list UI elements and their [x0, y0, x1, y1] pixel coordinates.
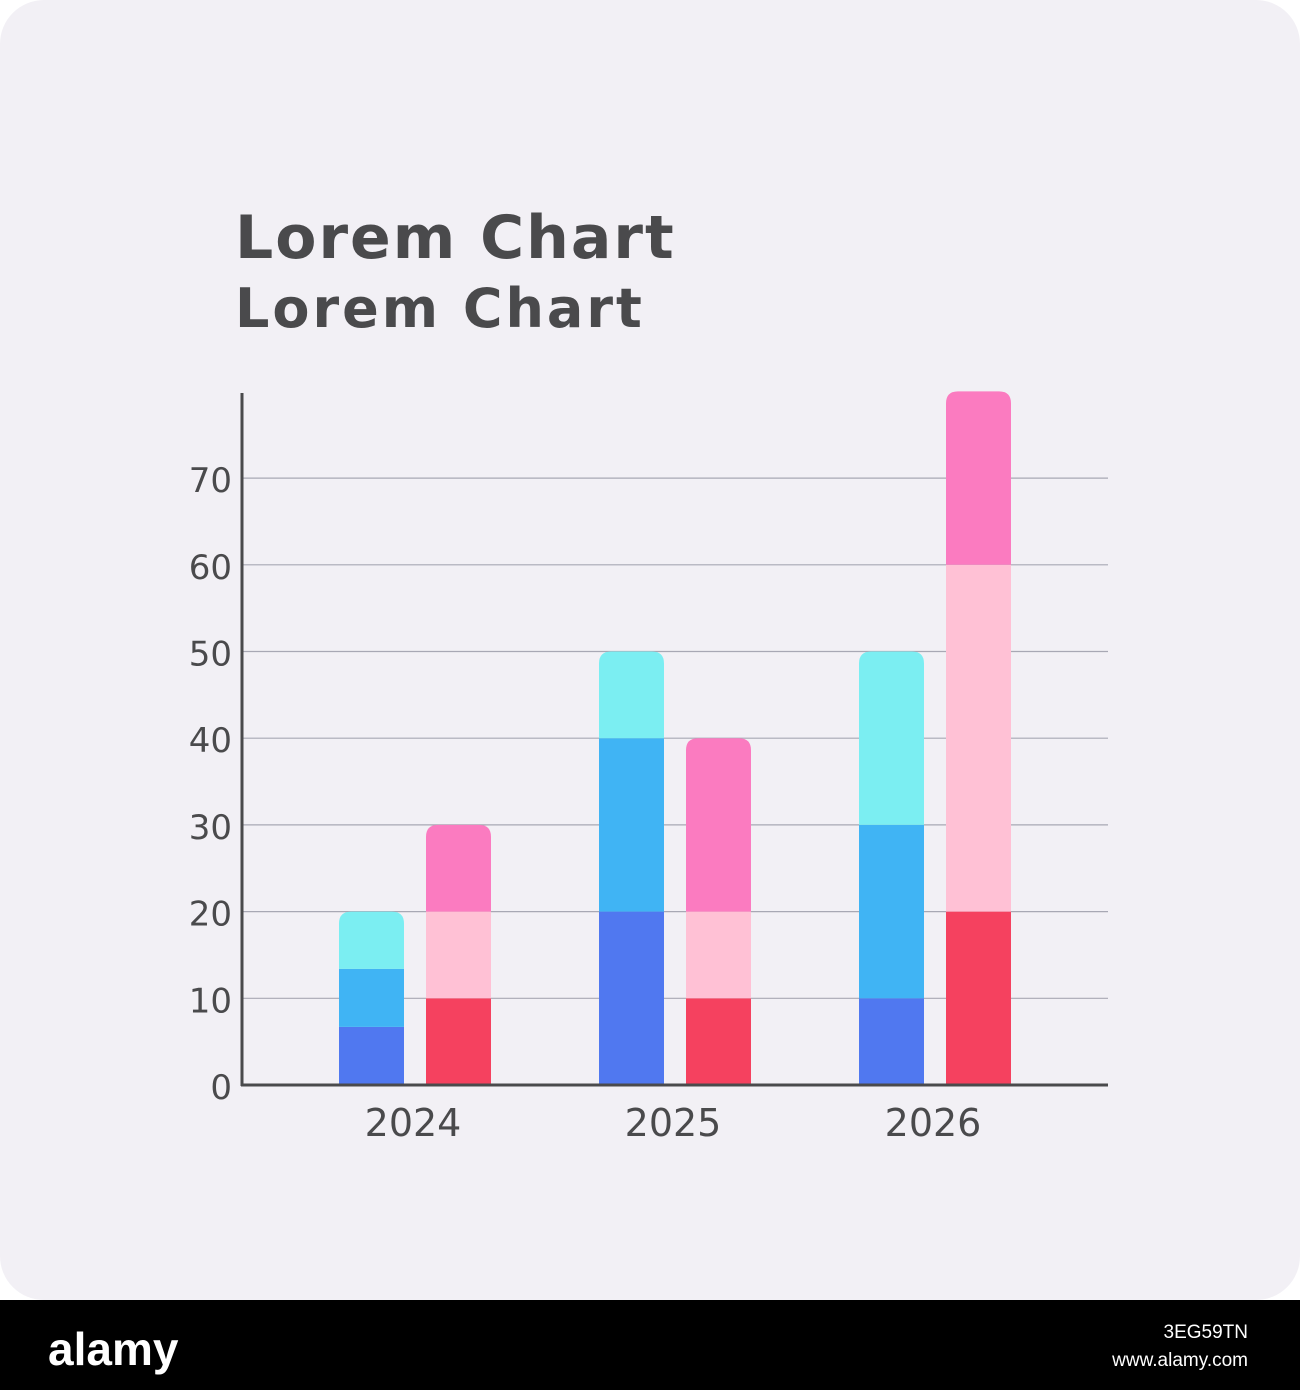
bar-2025-stack2-seg3	[686, 738, 751, 912]
chart-subtitle: Lorem Chart	[235, 277, 645, 340]
bar-2026-stack2-seg2	[946, 564, 1011, 912]
bar-2025-stack2-seg2	[686, 911, 751, 999]
bar-2026-stack2-seg1	[946, 911, 1011, 1085]
brand-logo: alamy	[48, 1323, 179, 1375]
bar-2024-stack1-seg2	[339, 968, 404, 1027]
y-tick-60: 60	[189, 548, 232, 588]
bar-2025-stack1-seg3	[599, 651, 664, 739]
footer-bar: alamy 3EG59TN www.alamy.com	[0, 1300, 1300, 1390]
y-tick-70: 70	[189, 461, 232, 501]
y-tick-labels: 0 10 20 30 40 50 60 70	[189, 461, 232, 1108]
bar-2026-stack2-seg3	[946, 391, 1011, 565]
bar-2025-stack2-seg1	[686, 998, 751, 1085]
bar-2024-stack2-seg3	[426, 824, 491, 912]
site-url: www.alamy.com	[1112, 1350, 1248, 1371]
axes	[240, 393, 1108, 1087]
bar-2025-stack1-seg1	[599, 911, 664, 1085]
x-tick-labels: 2024 2025 2026	[365, 1101, 982, 1145]
bar-2024-stack2-seg1	[426, 998, 491, 1085]
y-tick-20: 20	[189, 895, 232, 935]
bar-2025-stack1-seg2	[599, 738, 664, 912]
x-tick-2026: 2026	[885, 1101, 982, 1145]
y-tick-50: 50	[189, 635, 232, 675]
bar-2026-stack1-seg2	[859, 824, 924, 999]
bar-2026-stack1-seg3	[859, 651, 924, 825]
stacked-bar-chart: 0 10 20 30 40 50 60 70 2024 2025 2026	[189, 391, 1108, 1145]
y-tick-30: 30	[189, 808, 232, 848]
x-tick-2025: 2025	[625, 1101, 722, 1145]
bars	[339, 391, 1011, 1085]
bar-2024-stack2-seg2	[426, 911, 491, 999]
chart-title: Lorem Chart	[235, 203, 676, 273]
y-tick-40: 40	[189, 721, 232, 761]
y-tick-10: 10	[189, 981, 232, 1021]
bar-2026-stack1-seg1	[859, 998, 924, 1085]
y-tick-0: 0	[210, 1068, 232, 1108]
bar-2024-stack1-seg3	[339, 911, 404, 969]
x-tick-2024: 2024	[365, 1101, 462, 1145]
image-id: 3EG59TN	[1163, 1322, 1248, 1343]
bar-2024-stack1-seg1	[339, 1026, 404, 1085]
